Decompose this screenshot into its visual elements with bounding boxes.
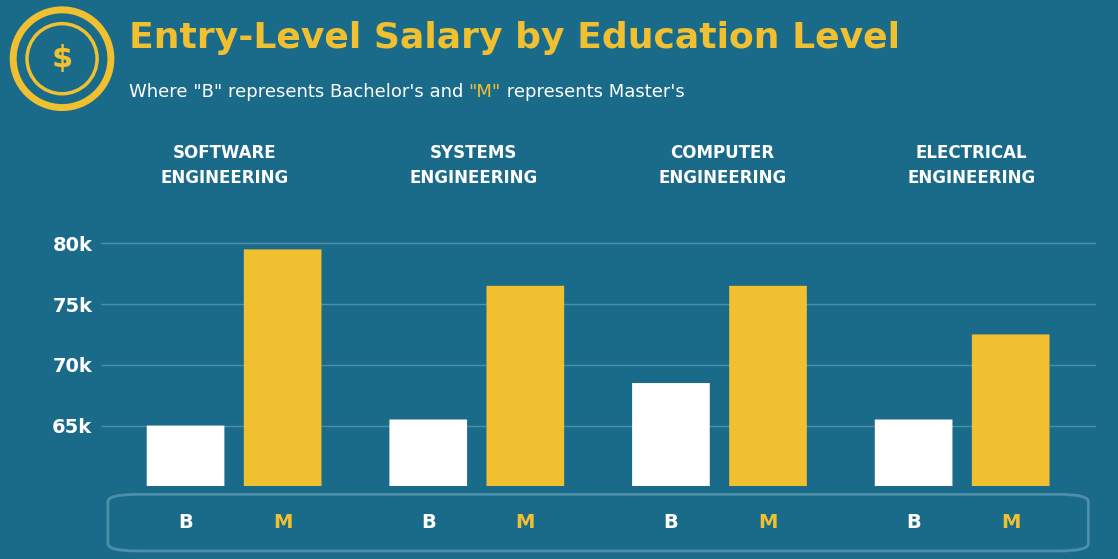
- Text: Where "B" represents Bachelor's and: Where "B" represents Bachelor's and: [129, 83, 468, 101]
- FancyBboxPatch shape: [632, 383, 710, 486]
- Text: "M": "M": [468, 83, 501, 101]
- FancyBboxPatch shape: [146, 425, 225, 486]
- Text: ELECTRICAL
ENGINEERING: ELECTRICAL ENGINEERING: [907, 144, 1035, 187]
- FancyBboxPatch shape: [244, 249, 322, 486]
- Text: M: M: [515, 513, 536, 532]
- Text: $: $: [51, 44, 73, 73]
- FancyBboxPatch shape: [389, 419, 467, 486]
- Text: M: M: [758, 513, 778, 532]
- Text: SOFTWARE
ENGINEERING: SOFTWARE ENGINEERING: [161, 144, 290, 187]
- FancyBboxPatch shape: [108, 494, 1088, 551]
- Text: Entry-Level Salary by Education Level: Entry-Level Salary by Education Level: [129, 21, 900, 55]
- Text: B: B: [420, 513, 436, 532]
- Text: B: B: [178, 513, 193, 532]
- FancyBboxPatch shape: [486, 286, 565, 486]
- Text: B: B: [907, 513, 921, 532]
- FancyBboxPatch shape: [972, 334, 1050, 486]
- Text: B: B: [664, 513, 679, 532]
- FancyBboxPatch shape: [874, 419, 953, 486]
- Text: represents Master's: represents Master's: [501, 83, 684, 101]
- Text: M: M: [1001, 513, 1021, 532]
- Text: COMPUTER
ENGINEERING: COMPUTER ENGINEERING: [659, 144, 787, 187]
- Text: M: M: [273, 513, 292, 532]
- FancyBboxPatch shape: [729, 286, 807, 486]
- Text: SYSTEMS
ENGINEERING: SYSTEMS ENGINEERING: [409, 144, 538, 187]
